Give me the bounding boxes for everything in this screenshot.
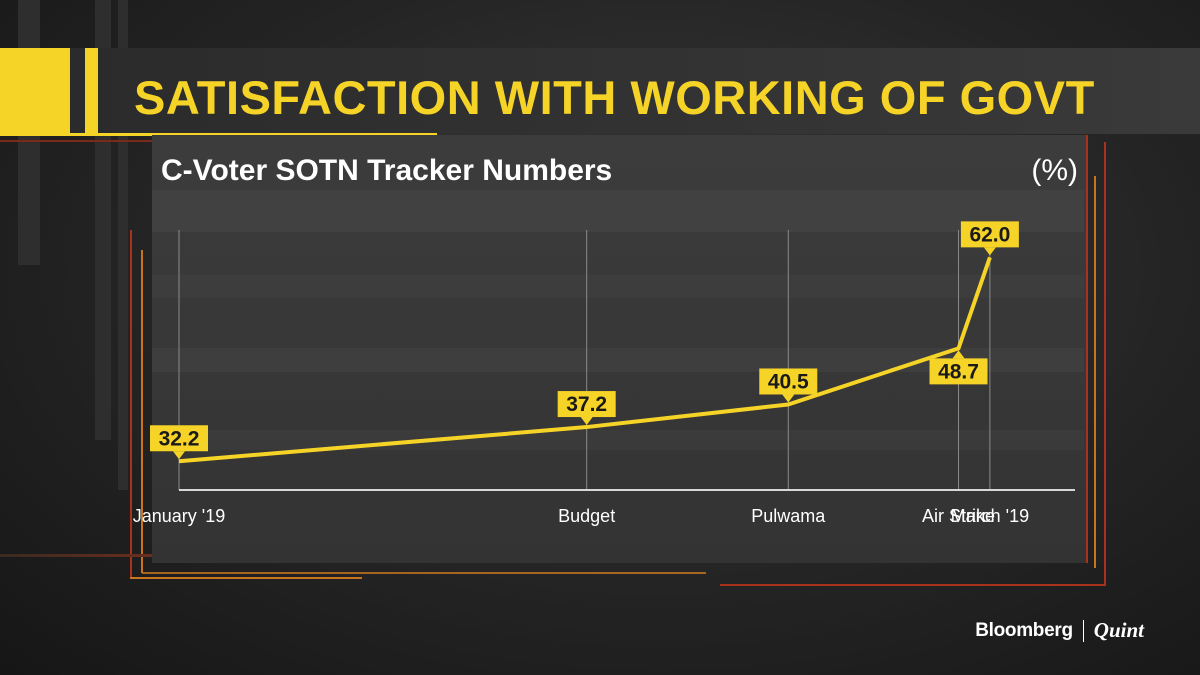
brand-name-right: Quint <box>1093 618 1144 642</box>
data-label: 32.2 <box>159 427 200 450</box>
background-stripe <box>118 0 128 490</box>
x-tick-label: Air Strike <box>922 506 995 526</box>
series-line <box>178 256 992 464</box>
accent-block <box>85 48 98 134</box>
grid-band <box>152 275 1084 298</box>
data-label: 62.0 <box>969 223 1010 246</box>
data-label: 40.5 <box>768 370 809 393</box>
data-label-box <box>557 391 616 418</box>
data-label-pointer <box>580 417 593 426</box>
title-underline <box>0 133 437 136</box>
data-label-pointer <box>173 451 185 460</box>
data-label-box <box>960 221 1019 248</box>
data-label-pointer <box>952 350 965 359</box>
frame-line <box>1104 142 1106 586</box>
data-label-box <box>759 368 818 395</box>
grid-band <box>152 190 1084 232</box>
frame-line <box>1094 176 1096 568</box>
x-tick-label: Budget <box>558 506 615 526</box>
data-label: 48.7 <box>938 360 979 383</box>
frame-line <box>0 140 152 142</box>
x-tick-label: January '19 <box>133 506 226 526</box>
brand-name-left: Bloomberg <box>975 619 1073 641</box>
data-label-pointer <box>782 394 795 403</box>
x-tick-label: Pulwama <box>751 506 826 526</box>
data-label: 37.2 <box>566 393 607 416</box>
chart-subtitle: C-Voter SOTN Tracker Numbers <box>161 154 613 187</box>
x-tick-label: March '19 <box>951 506 1029 526</box>
data-label-box <box>929 358 988 385</box>
brand-separator <box>1082 619 1084 642</box>
chart-unit: (%) <box>1031 154 1078 187</box>
data-label-box <box>150 425 208 452</box>
data-label-pointer <box>983 247 996 256</box>
frame-line <box>141 250 143 573</box>
header-band <box>0 48 1200 134</box>
brand-logo: Bloomberg Quint <box>975 618 1144 643</box>
frame-line <box>142 572 706 574</box>
page-title: SATISFACTION WITH WORKING OF GOVT <box>134 71 1095 124</box>
grid-band <box>152 430 1084 450</box>
frame-line <box>130 577 362 579</box>
frame-line <box>130 230 132 578</box>
accent-block <box>0 48 70 134</box>
frame-line <box>720 584 1106 586</box>
